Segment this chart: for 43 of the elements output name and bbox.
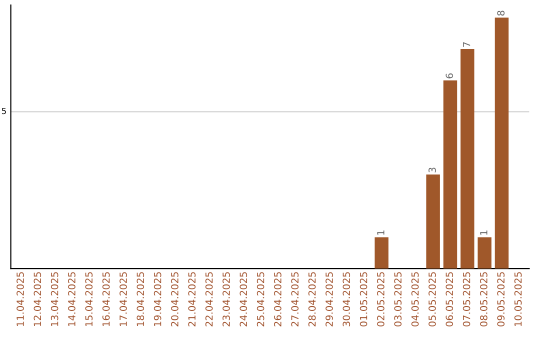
x-tick-label: 04.05.2025	[411, 272, 419, 326]
x-tick-label: 26.04.2025	[274, 272, 282, 326]
x-tick-label: 18.04.2025	[136, 272, 144, 326]
data-label: 1	[480, 230, 488, 235]
x-tick-label: 23.04.2025	[222, 272, 230, 326]
x-tick-label: 14.04.2025	[68, 272, 76, 326]
ref-line-label: 5	[2, 108, 6, 114]
x-tick-label: 27.04.2025	[291, 272, 299, 326]
bar	[478, 237, 492, 269]
x-tick-label: 03.05.2025	[394, 272, 402, 326]
x-tick-label: 11.04.2025	[16, 272, 24, 326]
x-tick-label: 05.05.2025	[428, 272, 436, 326]
bar	[460, 49, 474, 269]
x-tick-label: 10.05.2025	[514, 272, 522, 326]
x-tick-label: 07.05.2025	[462, 272, 470, 326]
bar	[494, 18, 509, 269]
x-tick-label: 24.04.2025	[240, 272, 248, 326]
x-tick-label: 08.05.2025	[480, 272, 488, 326]
data-label: 6	[446, 73, 454, 78]
x-tick-label: 22.04.2025	[205, 272, 213, 326]
x-tick-label: 20.04.2025	[171, 272, 178, 326]
x-tick-label: 16.04.2025	[102, 272, 110, 326]
x-tick-label: 21.04.2025	[188, 272, 196, 326]
data-label: 1	[377, 230, 384, 235]
data-label: 8	[497, 10, 505, 16]
x-tick-label: 28.04.2025	[308, 272, 316, 326]
x-tick-label: 06.05.2025	[446, 272, 454, 326]
bar	[426, 174, 440, 269]
x-tick-label: 19.04.2025	[154, 272, 162, 326]
data-label: 3	[428, 168, 436, 172]
x-tick-label: 12.04.2025	[34, 272, 42, 326]
x-tick-label: 17.04.2025	[120, 272, 127, 326]
bar	[443, 80, 458, 269]
x-tick-label: 01.05.2025	[360, 272, 368, 326]
x-tick-label: 30.04.2025	[342, 272, 350, 326]
x-tick-label: 25.04.2025	[256, 272, 264, 326]
data-label: 7	[463, 42, 470, 47]
x-tick-label: 15.04.2025	[85, 272, 93, 326]
bar	[374, 237, 388, 269]
x-tick-label: 02.05.2025	[377, 272, 384, 326]
x-tick-label: 29.04.2025	[326, 272, 333, 326]
x-tick-label: 13.04.2025	[50, 272, 58, 326]
x-tick-label: 09.05.2025	[497, 272, 505, 326]
